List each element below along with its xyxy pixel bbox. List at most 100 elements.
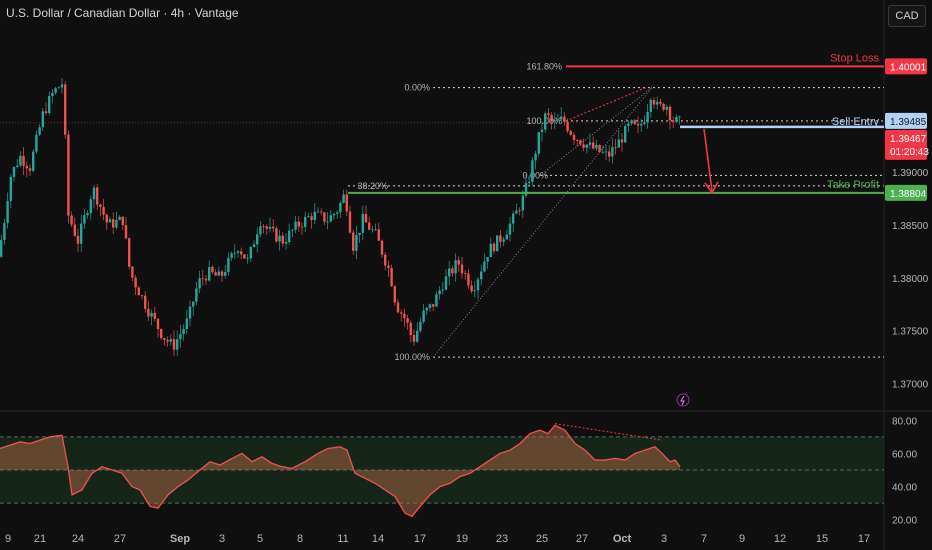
candle-body: [108, 219, 112, 223]
candle-body: [662, 103, 665, 110]
arrow-head-icon: [704, 181, 719, 195]
take-profit-label: Take Profit: [827, 179, 879, 191]
candle-body: [67, 134, 70, 216]
candle-body: [284, 242, 288, 244]
candle-body: [384, 254, 387, 266]
candle-body: [649, 100, 652, 112]
candle-body: [163, 338, 166, 340]
candle-body: [598, 144, 601, 153]
candle-body: [96, 187, 99, 205]
candle-body: [83, 215, 86, 224]
candle-body: [611, 147, 614, 157]
time-tick-label: Sep: [170, 533, 190, 545]
candle-body: [281, 235, 284, 244]
candle-body: [140, 295, 144, 297]
candle-body: [240, 251, 243, 255]
candle-body: [150, 312, 153, 317]
time-tick-label: 14: [372, 533, 384, 545]
candle-body: [422, 310, 425, 322]
candle-body: [115, 220, 118, 228]
candle-body: [153, 312, 156, 319]
candle-body: [44, 111, 48, 113]
candle-body: [172, 339, 176, 350]
candle-body: [345, 194, 348, 212]
time-tick-label: 19: [456, 533, 468, 545]
candle-body: [182, 328, 185, 335]
candle-body: [524, 183, 528, 196]
candle-body: [608, 151, 611, 157]
fib-level-label: 100.00%: [394, 352, 430, 362]
candle-body: [278, 235, 281, 242]
candle-body: [73, 224, 76, 236]
candle-body: [656, 101, 659, 105]
candle-body: [32, 151, 35, 171]
candle-body: [147, 308, 150, 317]
candle-body: [35, 134, 38, 152]
candle-body: [537, 132, 540, 154]
candle-body: [256, 234, 259, 245]
candle-body: [112, 219, 115, 228]
last-price-badge-bg: [885, 129, 927, 160]
stop-loss-label: Stop Loss: [830, 52, 879, 64]
candle-body: [336, 212, 339, 214]
candle-body: [672, 120, 675, 122]
candle-body: [505, 234, 508, 240]
candle-body: [540, 129, 544, 133]
candle-body: [259, 226, 262, 235]
candle-body: [51, 92, 54, 97]
rsi-tick-label: 20.00: [892, 516, 917, 527]
candle-body: [204, 278, 208, 281]
candles: [0, 77, 681, 357]
candle-body: [166, 339, 169, 342]
candle-body: [377, 229, 380, 241]
candle-body: [496, 235, 499, 252]
candle-body: [22, 155, 25, 166]
currency-button[interactable]: CAD: [888, 5, 926, 27]
candle-body: [556, 119, 560, 121]
candle-body: [217, 271, 220, 276]
candle-body: [348, 211, 352, 233]
candle-body: [668, 106, 672, 121]
candle-body: [464, 273, 467, 275]
candle-body: [396, 302, 400, 313]
rsi-line: [0, 424, 681, 518]
candle-body: [214, 272, 217, 276]
fib-level-label: 0.00%: [522, 170, 548, 180]
candle-body: [291, 229, 294, 231]
candle-body: [665, 106, 668, 110]
candle-body: [435, 294, 438, 307]
candle-body: [512, 213, 515, 224]
candle-body: [160, 328, 163, 339]
lightning-icon[interactable]: [676, 393, 690, 407]
candle-body: [576, 140, 579, 141]
time-tick-label: 9: [739, 533, 745, 545]
time-tick-label: 21: [34, 533, 46, 545]
candle-body: [390, 267, 393, 287]
candle-body: [128, 238, 131, 267]
candle-body: [28, 168, 32, 171]
fib-level-label: 161.80%: [526, 61, 562, 71]
time-tick-label: 7: [701, 533, 707, 545]
candle-body: [553, 120, 556, 122]
candle-body: [566, 121, 569, 132]
candle-body: [64, 84, 67, 135]
sell-entry-price-badge-bg: [885, 112, 927, 129]
candle-body: [502, 239, 505, 242]
candle-body: [470, 285, 473, 292]
last-price-value: 1.39467: [890, 134, 927, 145]
candle-body: [595, 144, 598, 149]
divergence-line: [565, 87, 647, 122]
candle-body: [617, 139, 620, 148]
candle-body: [636, 123, 640, 126]
candle-body: [588, 142, 592, 145]
candle-body: [620, 139, 624, 143]
candle-body: [425, 307, 428, 311]
candle-body: [307, 216, 310, 218]
time-tick-label: 8: [297, 533, 303, 545]
candle-body: [313, 211, 316, 220]
candle-body: [297, 221, 300, 227]
candle-body: [678, 116, 681, 118]
candle-body: [54, 88, 57, 93]
fib-level-label: 38.20%: [357, 181, 388, 191]
